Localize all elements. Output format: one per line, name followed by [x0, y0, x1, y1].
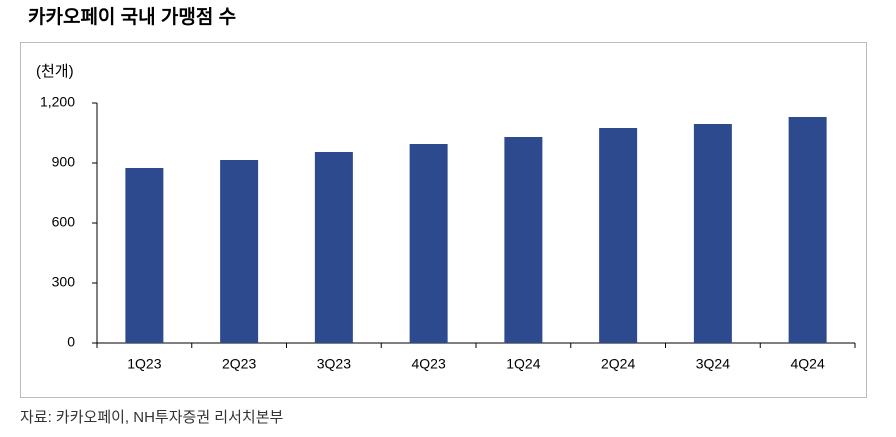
bar [788, 117, 827, 343]
x-tick-label: 4Q23 [412, 356, 446, 372]
y-tick-label: 600 [52, 214, 76, 230]
x-tick-label: 4Q24 [791, 356, 825, 372]
y-tick-label: 900 [52, 154, 76, 170]
bar [314, 152, 353, 343]
x-tick-label: 3Q23 [317, 356, 351, 372]
y-tick-label: 1,200 [40, 94, 75, 110]
y-tick-label: 300 [52, 274, 76, 290]
bar [693, 124, 732, 343]
x-tick-label: 2Q23 [222, 356, 256, 372]
bar [409, 144, 448, 343]
x-tick-label: 1Q24 [506, 356, 540, 372]
chart-title: 카카오페이 국내 가맹점 수 [28, 6, 236, 28]
bar [504, 137, 543, 343]
source-note: 자료: 카카오페이, NH투자증권 리서치본부 [20, 409, 284, 426]
bar [125, 168, 164, 343]
chart-frame [20, 42, 867, 398]
bar [220, 160, 259, 343]
x-tick-label: 3Q24 [696, 356, 730, 372]
x-tick-label: 2Q24 [601, 356, 635, 372]
x-tick-label: 1Q23 [127, 356, 161, 372]
bar [599, 128, 638, 343]
y-tick-label: 0 [67, 334, 75, 350]
y-unit: (천개) [36, 63, 74, 80]
